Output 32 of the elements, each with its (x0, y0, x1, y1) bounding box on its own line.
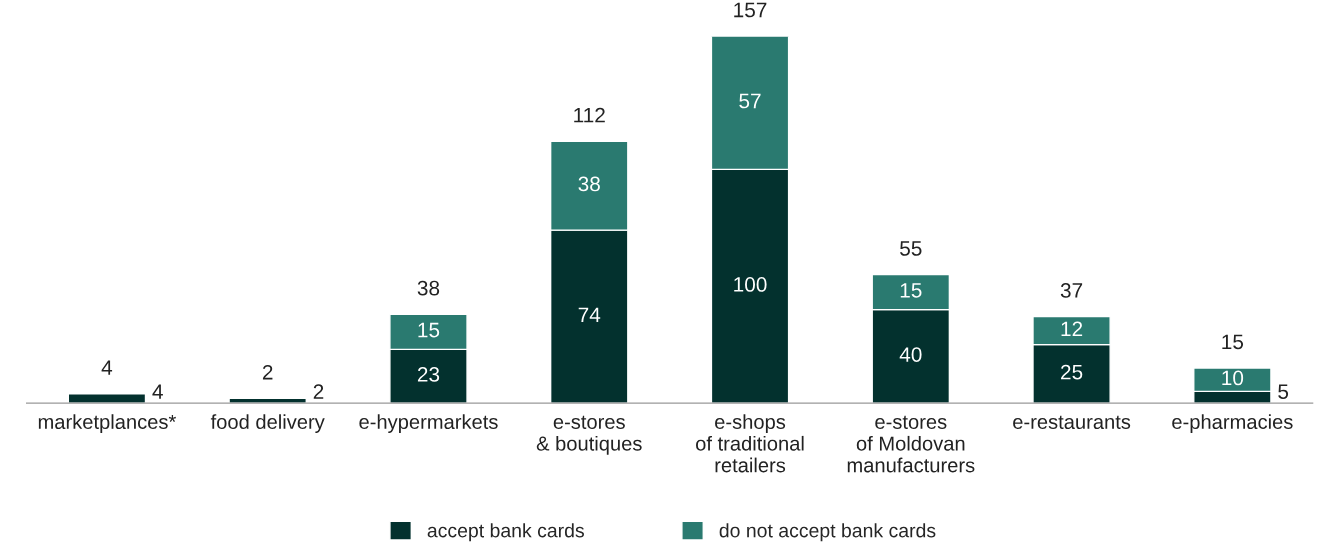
x-tick-label: e-restaurants (1013, 415, 1131, 429)
data-label: 25 (1061, 364, 1083, 380)
legend-label: accept bank cards (427, 523, 584, 542)
data-label: 15 (418, 322, 440, 338)
data-label: 10 (1222, 370, 1244, 386)
x-tick-label: e-pharmacies (1172, 414, 1293, 433)
data-label: 5 (1278, 384, 1289, 399)
total-label: 15 (1222, 334, 1244, 350)
total-label: 38 (417, 280, 440, 296)
x-tick-label: food delivery (210, 414, 325, 433)
total-label: 4 (152, 384, 163, 399)
x-tick-label: e-hypermarkets (359, 414, 498, 433)
x-tick-label: marketplances* (38, 414, 176, 433)
total-label: 55 (900, 241, 922, 256)
data-label: 23 (417, 367, 440, 382)
total-label: 157 (734, 2, 767, 18)
x-tick-label: e-shops of traditional retailers (696, 414, 804, 473)
data-label: 2 (262, 364, 273, 380)
x-tick-label: e-stores & boutiques (536, 415, 642, 455)
legend-label: do not accept bank cards (719, 523, 936, 542)
data-label: 4 (101, 360, 113, 375)
data-label: 38 (578, 176, 600, 192)
data-label: 40 (899, 347, 922, 362)
data-label: 12 (1061, 321, 1083, 337)
total-label: 37 (1060, 283, 1083, 298)
data-label: 15 (900, 283, 922, 298)
data-label: 74 (578, 307, 601, 323)
data-label: 57 (739, 93, 761, 109)
data-label: 100 (734, 277, 767, 292)
x-tick-label: e-stores of Moldovan manufacturers (847, 415, 975, 473)
total-label: 2 (313, 384, 324, 399)
total-label: 112 (574, 107, 605, 123)
